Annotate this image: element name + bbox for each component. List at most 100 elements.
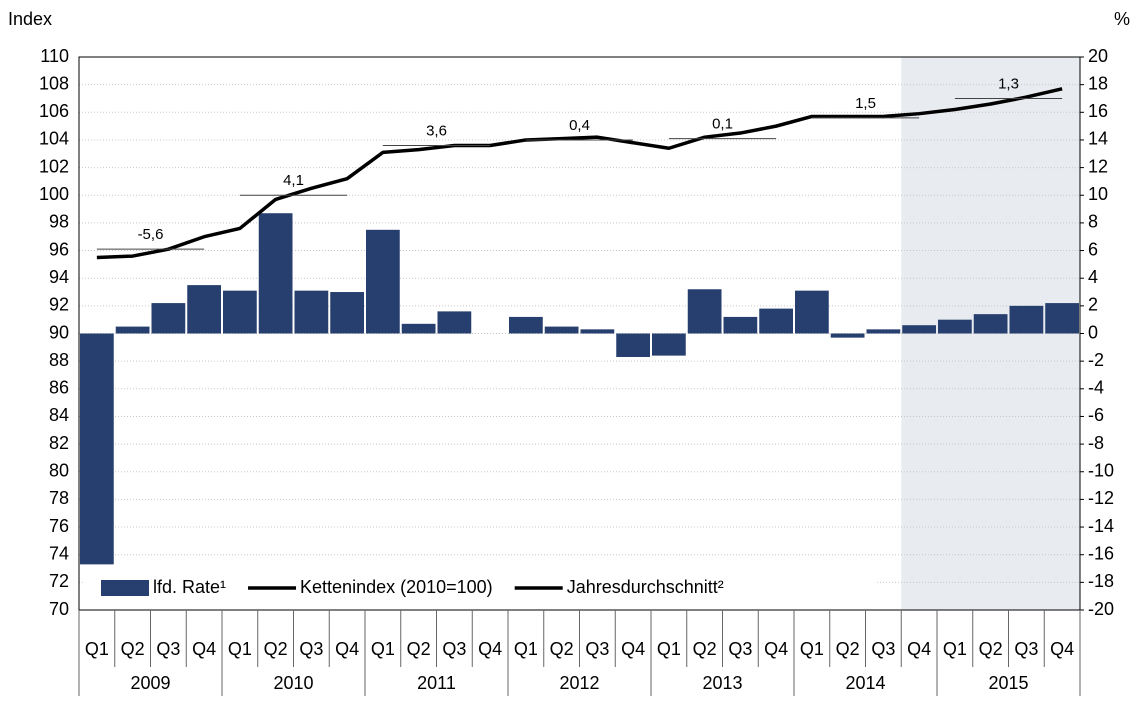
y2-tick-label: -16 [1088, 543, 1114, 563]
y2-tick-label: -6 [1088, 405, 1104, 425]
y2-axis-title: % [1114, 9, 1130, 29]
bar [580, 329, 615, 334]
bar [973, 314, 1008, 334]
legend-label: Kettenindex (2010=100) [300, 577, 493, 597]
y2-tick-label: 14 [1088, 129, 1108, 149]
x-tick-label: Q4 [335, 639, 359, 659]
year-label: 2013 [702, 673, 742, 693]
annotation: 1,5 [855, 95, 876, 112]
annotation: 4,1 [283, 172, 304, 189]
x-tick-label: Q3 [585, 639, 609, 659]
x-tick-label: Q4 [907, 639, 931, 659]
y-tick-label: 70 [49, 599, 69, 619]
y-tick-label: 82 [49, 433, 69, 453]
y2-tick-label: 12 [1088, 156, 1108, 176]
y-tick-label: 106 [39, 101, 69, 121]
annotation: 3,6 [426, 122, 447, 139]
bar [187, 285, 221, 334]
legend-label: lfd. Rate¹ [153, 577, 226, 597]
bar [902, 325, 936, 334]
x-tick-label: Q4 [764, 639, 788, 659]
bar [258, 213, 293, 334]
y2-tick-label: 8 [1088, 212, 1098, 232]
x-tick-label: Q2 [550, 639, 574, 659]
y-tick-label: 72 [49, 571, 69, 591]
bar [652, 333, 686, 356]
y-tick-label: 98 [49, 212, 69, 232]
x-tick-label: Q1 [85, 639, 109, 659]
y2-tick-label: -12 [1088, 488, 1114, 508]
bar [866, 329, 901, 334]
x-tick-label: Q2 [264, 639, 288, 659]
y-axis-title: Index [8, 9, 52, 29]
x-tick-label: Q2 [693, 639, 717, 659]
x-tick-label: Q1 [657, 639, 681, 659]
y2-tick-label: 18 [1088, 73, 1108, 93]
x-tick-label: Q2 [979, 639, 1003, 659]
bar [437, 311, 472, 334]
bar [616, 333, 650, 358]
y2-tick-label: -20 [1088, 599, 1114, 619]
y-tick-label: 96 [49, 239, 69, 259]
y2-tick-label: -10 [1088, 461, 1114, 481]
y2-tick-label: 2 [1088, 295, 1098, 315]
y-tick-label: 80 [49, 461, 69, 481]
x-tick-label: Q3 [871, 639, 895, 659]
y-tick-label: 102 [39, 156, 69, 176]
y-tick-label: 92 [49, 295, 69, 315]
y-tick-label: 104 [39, 129, 69, 149]
x-tick-label: Q1 [228, 639, 252, 659]
x-tick-label: Q3 [299, 639, 323, 659]
bar [544, 326, 579, 334]
bar [223, 290, 257, 334]
year-label: 2014 [845, 673, 885, 693]
legend-swatch [101, 580, 149, 596]
annotation: 1,3 [998, 75, 1019, 92]
bar [509, 316, 543, 334]
y-tick-label: 110 [40, 46, 69, 66]
x-tick-label: Q4 [478, 639, 502, 659]
year-label: 2010 [273, 673, 313, 693]
x-tick-label: Q2 [836, 639, 860, 659]
annotation: 0,1 [712, 116, 733, 133]
y-tick-label: 94 [49, 267, 69, 287]
bar [151, 303, 186, 334]
x-tick-label: Q4 [621, 639, 645, 659]
legend-box [85, 573, 875, 603]
bar [795, 290, 829, 334]
x-tick-label: Q1 [943, 639, 967, 659]
y2-tick-label: -2 [1088, 350, 1104, 370]
y2-tick-label: -4 [1088, 378, 1104, 398]
legend-label: Jahresdurchschnitt² [567, 577, 724, 597]
bar [938, 319, 972, 334]
bar [1045, 303, 1079, 334]
bar [759, 308, 793, 334]
bar [723, 316, 758, 334]
x-tick-label: Q3 [442, 639, 466, 659]
y-tick-label: 74 [49, 543, 69, 563]
bar [294, 290, 329, 334]
bar [687, 289, 722, 334]
bar [830, 333, 865, 338]
bar [330, 292, 364, 334]
x-tick-label: Q4 [1050, 639, 1074, 659]
y2-tick-label: 16 [1088, 101, 1108, 121]
y2-tick-label: -14 [1088, 516, 1114, 536]
x-tick-label: Q2 [407, 639, 431, 659]
y2-tick-label: 20 [1088, 46, 1108, 66]
x-tick-label: Q2 [121, 639, 145, 659]
y2-tick-label: 0 [1088, 322, 1098, 342]
y-tick-label: 84 [49, 405, 69, 425]
year-label: 2012 [559, 673, 599, 693]
y-tick-label: 86 [49, 378, 69, 398]
y2-tick-label: 10 [1088, 184, 1108, 204]
x-tick-label: Q3 [1014, 639, 1038, 659]
annotation: 0,4 [569, 117, 590, 134]
y2-tick-label: -8 [1088, 433, 1104, 453]
bar [401, 323, 436, 334]
y-tick-label: 100 [39, 184, 69, 204]
y-tick-label: 90 [49, 322, 69, 342]
y2-tick-label: 4 [1088, 267, 1098, 287]
year-label: 2015 [988, 673, 1028, 693]
